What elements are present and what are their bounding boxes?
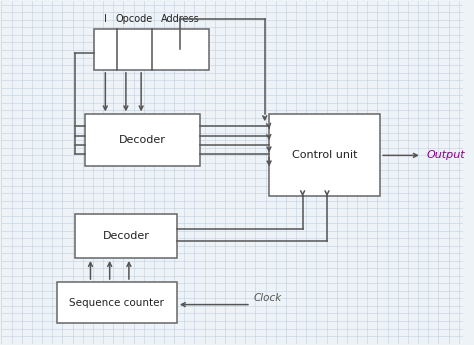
Text: Output: Output bbox=[427, 150, 465, 160]
Text: I: I bbox=[104, 14, 107, 24]
Text: Clock: Clock bbox=[253, 293, 282, 303]
Bar bbox=[57, 282, 177, 323]
Bar bbox=[269, 114, 380, 196]
Bar bbox=[75, 214, 177, 258]
Bar bbox=[84, 114, 200, 166]
Text: Opcode: Opcode bbox=[116, 14, 153, 24]
Text: Sequence counter: Sequence counter bbox=[70, 297, 164, 307]
Text: Decoder: Decoder bbox=[103, 231, 150, 241]
Text: Address: Address bbox=[161, 14, 200, 24]
Text: Decoder: Decoder bbox=[119, 135, 166, 145]
Bar bbox=[94, 29, 210, 70]
Text: Control unit: Control unit bbox=[292, 150, 357, 160]
